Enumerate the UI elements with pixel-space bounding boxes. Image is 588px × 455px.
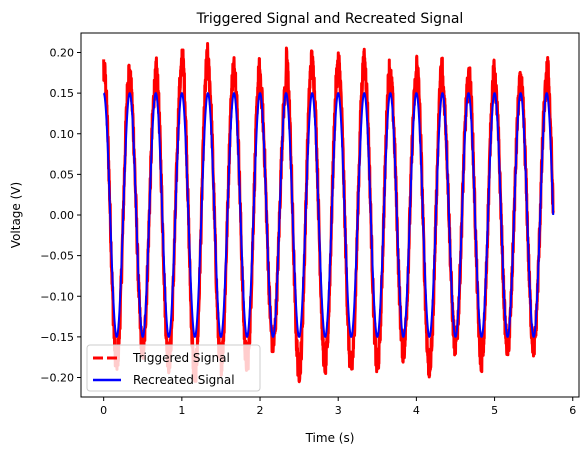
x-tick-label: 4 [413, 404, 420, 417]
series-recreated-signal [102, 92, 555, 338]
series-layer [102, 42, 555, 384]
y-tick-label: 0.15 [50, 87, 75, 100]
x-tick-label: 5 [491, 404, 498, 417]
legend-label-recreated: Recreated Signal [133, 373, 235, 387]
legend: Triggered Signal Recreated Signal [86, 344, 261, 392]
y-tick-label: 0.05 [50, 168, 75, 181]
y-tick-label: −0.05 [40, 250, 74, 263]
y-tick-label: −0.20 [40, 372, 74, 385]
y-axis-label: Voltage (V) [9, 182, 23, 248]
y-tick-label: 0.20 [50, 47, 75, 60]
y-tick-label: 0.00 [50, 209, 75, 222]
x-axis-label: Time (s) [305, 431, 355, 445]
x-tick-label: 2 [257, 404, 264, 417]
x-axis: 0 1 2 3 4 5 6 [100, 397, 576, 417]
legend-box [86, 344, 261, 392]
x-tick-label: 1 [178, 404, 185, 417]
chart-title: Triggered Signal and Recreated Signal [196, 11, 464, 27]
y-axis: −0.20 −0.15 −0.10 −0.05 0.00 0.05 0.10 0.15 0.20 [40, 47, 81, 385]
x-tick-label: 6 [569, 404, 576, 417]
y-tick-label: −0.15 [40, 331, 74, 344]
y-tick-label: 0.10 [50, 128, 75, 141]
y-tick-label: −0.10 [40, 290, 74, 303]
legend-label-triggered: Triggered Signal [132, 351, 230, 365]
x-tick-label: 0 [100, 404, 107, 417]
x-tick-label: 3 [335, 404, 342, 417]
